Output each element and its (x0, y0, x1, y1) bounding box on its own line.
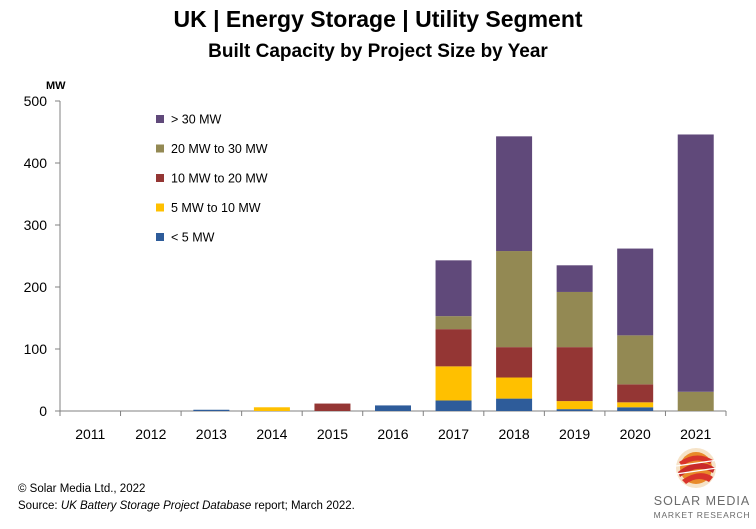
bar-segment (677, 134, 714, 392)
y-axis-label: MW (46, 80, 66, 92)
copyright-note: © Solar Media Ltd., 2022 (18, 483, 146, 495)
source-title: UK Battery Storage Project Database (60, 500, 252, 512)
y-tick-label: 400 (24, 155, 48, 171)
x-tick-label: 2015 (317, 426, 348, 442)
legend-label: 5 MW to 10 MW (171, 201, 261, 215)
bar-segment (556, 409, 593, 411)
bar-segment (435, 260, 472, 317)
bar-segment (556, 265, 593, 292)
bar-segment (617, 248, 654, 336)
x-tick-label: 2016 (377, 426, 408, 442)
x-tick-label: 2020 (620, 426, 651, 442)
legend-label: 10 MW to 20 MW (171, 172, 268, 186)
x-tick-label: 2013 (196, 426, 227, 442)
legend-swatch (156, 174, 164, 182)
y-tick-label: 0 (39, 403, 47, 419)
bar-segment (435, 316, 472, 330)
bar-segment (496, 347, 533, 378)
legend-label: < 5 MW (171, 231, 215, 245)
y-tick-label: 300 (24, 217, 48, 233)
bar-segment (556, 347, 593, 402)
source-note: Source: UK Battery Storage Project Datab… (18, 500, 355, 512)
bar-segment (435, 366, 472, 401)
x-tick-label: 2019 (559, 426, 590, 442)
solar-media-logo-icon (675, 448, 719, 488)
bar-segment (314, 403, 351, 411)
legend-label: 20 MW to 30 MW (171, 142, 268, 156)
bar-segment (496, 398, 533, 411)
y-tick-label: 100 (24, 341, 48, 357)
bar-segment (617, 384, 654, 403)
chart-subtitle: Built Capacity by Project Size by Year (208, 41, 548, 62)
legend-swatch (156, 144, 164, 153)
bar-segment (253, 407, 290, 411)
bar-segment (556, 401, 593, 410)
x-tick-label: 2017 (438, 426, 469, 442)
bar-segment (435, 329, 472, 367)
bar-segment (617, 335, 654, 385)
legend-swatch (156, 203, 164, 212)
x-tick-label: 2014 (256, 426, 287, 442)
bar-segment (193, 409, 230, 411)
x-tick-label: 2018 (499, 426, 530, 442)
logo-text-solar-media: SOLAR MEDIA (653, 494, 751, 508)
logo-text-market-research: MARKET RESEARCH (653, 510, 751, 520)
legend-label: > 30 MW (171, 113, 222, 127)
bar-segment (435, 400, 472, 411)
x-tick-label: 2012 (135, 426, 166, 442)
chart-title: UK | Energy Storage | Utility Segment (173, 6, 583, 32)
x-tick-label: 2011 (75, 426, 105, 442)
legend-swatch (156, 115, 164, 123)
bar-segment (496, 251, 533, 348)
bar-segment (617, 402, 654, 408)
y-tick-label: 200 (24, 279, 48, 295)
bar-segment (375, 405, 411, 411)
x-tick-label: 2021 (680, 426, 711, 442)
bar-segment (556, 291, 593, 348)
bar-segment (496, 136, 533, 252)
bar-segment (617, 407, 654, 411)
bar-segment (677, 391, 714, 411)
legend-swatch (156, 233, 164, 241)
y-tick-label: 500 (24, 93, 48, 109)
bar-segment (496, 377, 533, 399)
